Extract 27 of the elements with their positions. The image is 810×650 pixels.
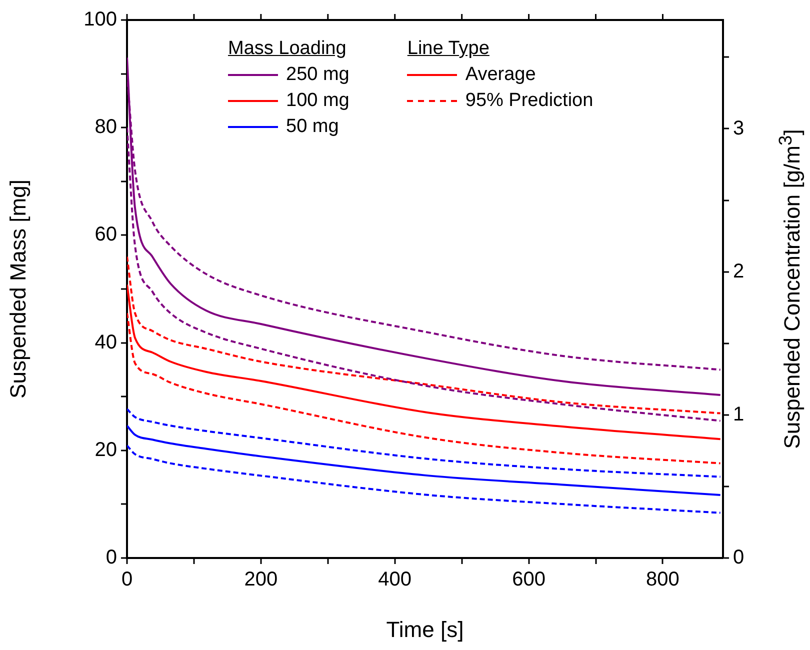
line-series (127, 408, 722, 478)
annotation: Line Type (407, 38, 490, 60)
line-series (127, 444, 722, 514)
y-tick-label: 100 (84, 8, 117, 31)
y-axis-title: Suspended Mass [mg] (5, 180, 30, 398)
x-tick-label: 600 (512, 568, 546, 591)
x-axis-title: Time [s] (386, 616, 464, 642)
y-tick-label: 80 (94, 116, 117, 138)
x-tick-label: 400 (378, 568, 412, 591)
y-tick-label: 0 (106, 546, 117, 569)
x-tick-label: 800 (646, 568, 680, 591)
legend-label: 50 mg (286, 116, 339, 138)
y-tick-label: 20 (94, 438, 117, 461)
x-tick-label: 0 (121, 568, 133, 591)
legend-label: 250 mg (286, 64, 350, 86)
legend-title: Mass Loading (228, 38, 348, 60)
legend-label: 100 mg (286, 90, 350, 112)
y-tick-label: 60 (94, 224, 117, 246)
line-series (127, 424, 722, 496)
y2-tick-label: 1 (733, 403, 744, 426)
x-tick-label: 200 (244, 568, 278, 591)
annotation: Average (465, 64, 536, 86)
y2-tick-label: 3 (733, 117, 744, 140)
y2-tick-label: 2 (733, 260, 744, 282)
legend-label: 95% Prediction (465, 90, 594, 112)
y2-tick-label: 0 (733, 546, 744, 569)
y-tick-label: 40 (94, 331, 117, 354)
